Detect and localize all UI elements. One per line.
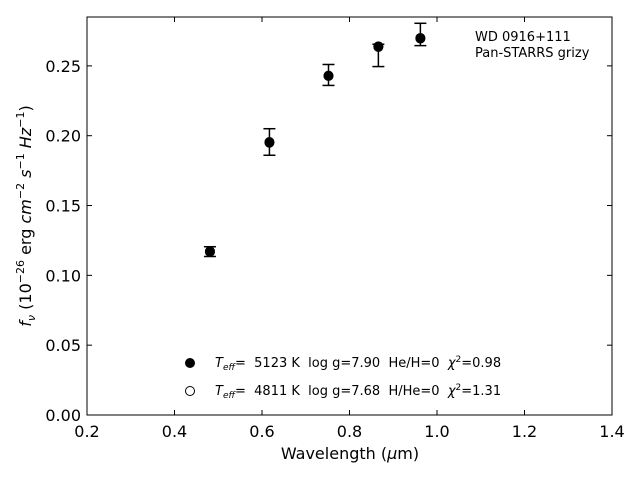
y-tick-label: 0.25 [45, 57, 81, 76]
y-label-exp4: −1 [14, 112, 27, 128]
x-tick-label: 1.2 [512, 422, 537, 441]
point-open [204, 246, 215, 257]
x-tick-label: 1.0 [424, 422, 449, 441]
x-tick-label: 1.4 [599, 422, 624, 441]
x-axis-label-post: m) [397, 444, 419, 463]
y-tick-label: 0.20 [45, 127, 81, 146]
y-label-hz: Hz [16, 127, 35, 153]
legend-filled-rest2: =0.98 [461, 356, 501, 371]
y-label-nu: ν [25, 315, 38, 321]
point-open [373, 41, 384, 52]
legend-filled-chi: χ [447, 356, 457, 371]
legend-filled-T: T [215, 356, 224, 371]
y-label-close: ) [16, 105, 35, 111]
x-axis-label-pre: Wavelength ( [281, 444, 387, 463]
y-tick-label: 0.05 [45, 336, 81, 355]
legend-marker-open [185, 386, 195, 396]
x-tick-label: 0.6 [249, 422, 274, 441]
legend-label-filled: Teff= 5123 K log g=7.90 He/H=0 χ2=0.98 [215, 355, 501, 373]
x-axis-label-mu: μ [386, 444, 397, 463]
legend-filled-rest1: = 5123 K log g=7.90 He/H=0 [235, 356, 448, 371]
y-axis-label: fν (10−26 erg cm−2 s−1 Hz−1) [14, 105, 38, 326]
y-label-exp1: −26 [14, 260, 27, 283]
error-bars [203, 22, 427, 258]
y-tick-label: 0.00 [45, 406, 81, 425]
legend-open-rest1: = 4811 K log g=7.68 H/He=0 [235, 384, 448, 399]
legend-filled-sup: 2 [456, 355, 462, 365]
y-label-s: s [16, 170, 35, 183]
y-label-exp3: −1 [14, 153, 27, 169]
point-open [323, 70, 334, 81]
point-open [264, 137, 275, 148]
annotation-object: WD 0916+111 [475, 30, 571, 45]
y-label-open: (10 [16, 283, 35, 315]
legend-label-open: Teff= 4811 K log g=7.68 H/He=0 χ2=1.31 [215, 383, 501, 401]
legend-open-sup: 2 [456, 383, 462, 393]
y-tick-label: 0.15 [45, 197, 81, 216]
x-axis-label: Wavelength (μm) [281, 444, 419, 463]
legend-open-T: T [215, 384, 224, 399]
y-label-cm: cm [16, 199, 35, 223]
y-tick-label: 0.10 [45, 266, 81, 285]
x-tick-label: 0.8 [337, 422, 362, 441]
annotation-survey: Pan-STARRS grizy [475, 46, 590, 61]
y-label-mid: erg [16, 224, 35, 260]
legend-filled-sub: eff [223, 363, 237, 373]
legend-open-rest2: =1.31 [461, 384, 501, 399]
legend-open-chi: χ [447, 384, 457, 399]
legend-marker-filled [185, 358, 195, 368]
x-tick-label: 0.4 [162, 422, 187, 441]
data-points [204, 32, 426, 257]
y-label-exp2: −2 [14, 183, 27, 199]
x-axis-ticks: 0.2 0.4 0.6 0.8 1.0 1.2 1.4 [74, 17, 625, 441]
legend: Teff= 5123 K log g=7.90 He/H=0 χ2=0.98 T… [185, 355, 501, 401]
y-label-f: f [16, 319, 35, 327]
x-tick-label: 0.2 [74, 422, 99, 441]
y-axis-ticks: 0.00 0.05 0.10 0.15 0.20 0.25 [45, 57, 612, 425]
point-open [415, 33, 426, 44]
legend-open-sub: eff [223, 391, 237, 401]
